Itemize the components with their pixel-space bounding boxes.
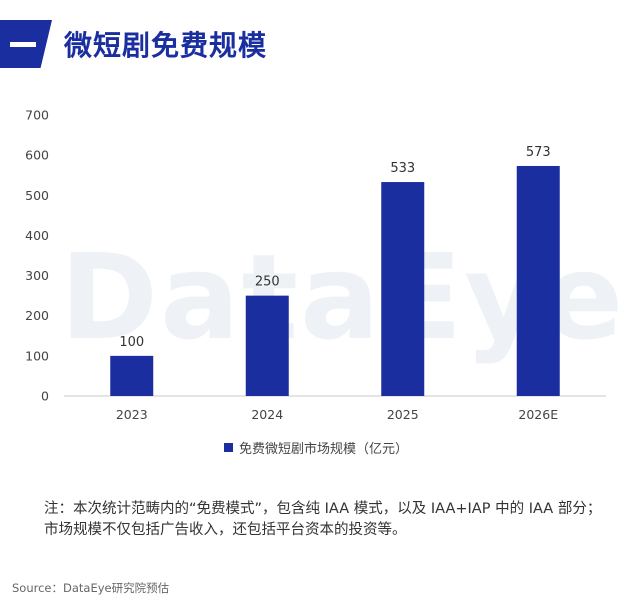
data-label: 100 — [119, 335, 144, 350]
bar-2024 — [245, 295, 289, 396]
x-tick-label: 2023 — [116, 407, 148, 422]
bar-2026e — [516, 165, 560, 396]
x-tick-label: 2024 — [251, 407, 283, 422]
legend-swatch — [224, 443, 233, 452]
y-tick-label: 600 — [25, 148, 49, 163]
y-tick-label: 400 — [25, 228, 49, 243]
source-text: Source：DataEye研究院预估 — [12, 581, 170, 595]
x-tick-label: 2026E — [518, 407, 558, 422]
data-label: 533 — [390, 161, 415, 176]
y-tick-label: 500 — [25, 188, 49, 203]
page-title: 微短剧免费规模 — [64, 29, 268, 62]
data-label: 250 — [255, 275, 280, 290]
footnote: 注：本次统计范畴内的“免费模式”，包含纯 IAA 模式，以及 IAA+IAP 中… — [44, 501, 602, 538]
y-tick-label: 200 — [25, 308, 49, 323]
y-tick-label: 0 — [41, 389, 49, 404]
y-tick-label: 100 — [25, 348, 49, 363]
legend-label: 免费微短剧市场规模（亿元） — [239, 442, 409, 457]
x-tick-label: 2025 — [387, 407, 419, 422]
header-dash — [10, 42, 36, 47]
header-accent — [0, 20, 52, 68]
y-tick-label: 700 — [25, 108, 49, 123]
y-tick-label: 300 — [25, 268, 49, 283]
legend: 免费微短剧市场规模（亿元） — [224, 438, 408, 457]
bar-2023 — [110, 355, 154, 396]
bar-chart: 0 100 200 300 400 500 600 700 100 2023 250 2024 533 2… — [25, 108, 606, 422]
bar-2025 — [381, 182, 425, 396]
data-label: 573 — [526, 145, 551, 160]
